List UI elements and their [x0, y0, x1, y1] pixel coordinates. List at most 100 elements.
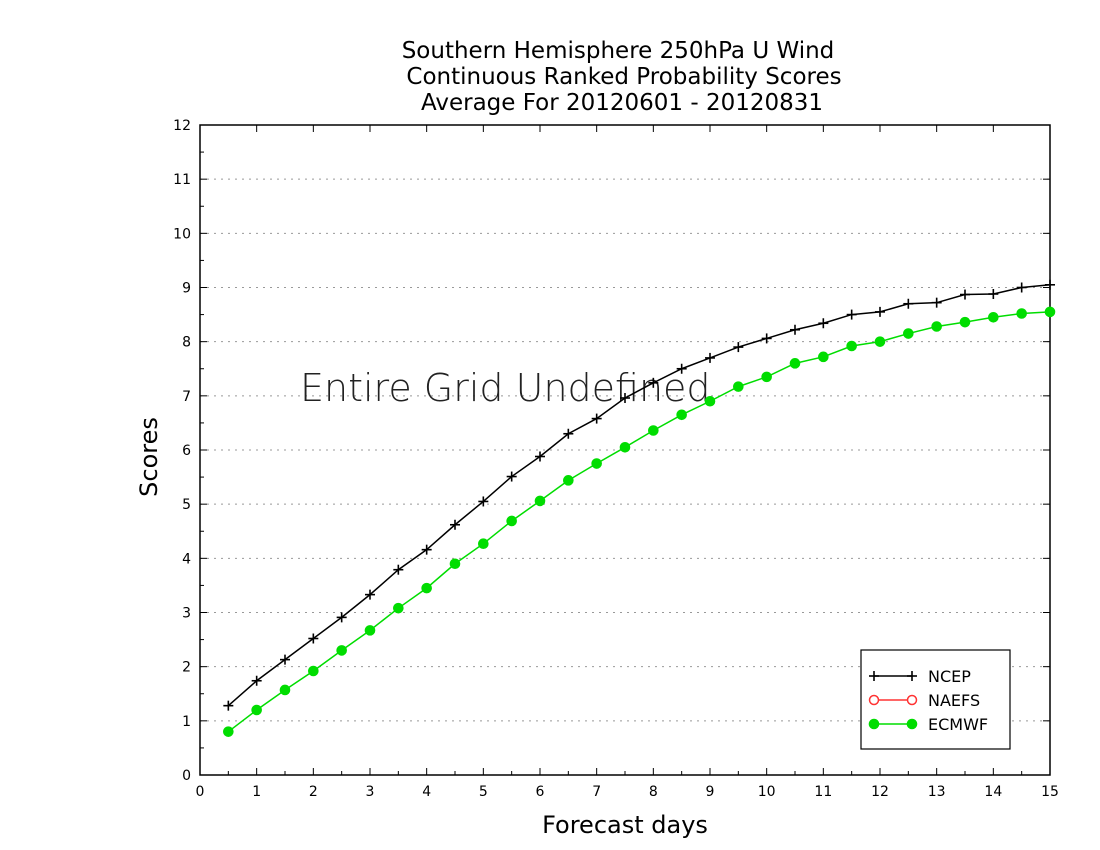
- x-tick-label: 0: [196, 784, 205, 800]
- data-point-ecmwf: [619, 441, 631, 453]
- x-tick-label: 12: [871, 784, 889, 800]
- data-point-ncep: [846, 309, 857, 320]
- data-point-ecmwf: [846, 340, 857, 352]
- data-point-ncep: [960, 289, 970, 300]
- legend-entry-ncep: NCEP: [869, 667, 971, 686]
- data-point-ecmwf: [648, 425, 659, 436]
- x-tick-label: 9: [706, 784, 715, 800]
- x-tick-label: 14: [984, 784, 1002, 800]
- data-point-ecmwf: [818, 351, 829, 363]
- y-tick-label: 10: [173, 226, 191, 242]
- data-point-ncep: [308, 633, 319, 644]
- legend-label: ECMWF: [928, 715, 988, 734]
- y-tick-label: 2: [182, 660, 191, 676]
- legend-entries: NCEP NAEFS ECMWF: [868, 667, 988, 734]
- chart-title-line-1: Southern Hemisphere 250hPa U Wind: [402, 38, 835, 64]
- legend-entry-ecmwf: ECMWF: [868, 715, 988, 734]
- data-point-ecmwf: [733, 381, 744, 392]
- x-tick-label: 13: [928, 784, 946, 800]
- data-point-ncep: [761, 333, 772, 344]
- y-tick-label: 6: [182, 443, 191, 459]
- legend-marker: [869, 671, 879, 681]
- data-point-ncep: [790, 324, 800, 335]
- undefined-grid-annotation: Entire Grid Undefined: [300, 366, 711, 410]
- legend-entry-naefs: NAEFS: [868, 691, 980, 710]
- series-layer: [223, 279, 1056, 737]
- data-point-ecmwf: [959, 316, 971, 328]
- legend-label: NCEP: [928, 667, 971, 686]
- data-point-ecmwf: [478, 538, 489, 550]
- series-ncep: [223, 279, 1055, 711]
- chart-title-line-2: Continuous Ranked Probability Scores: [406, 64, 841, 90]
- legend: NCEP NAEFS ECMWF: [860, 649, 1011, 750]
- y-tick-label: 12: [173, 118, 191, 134]
- chart-title-line-3: Average For 20120601 - 20120831: [421, 90, 823, 116]
- data-point-ecmwf: [789, 358, 801, 369]
- data-point-ecmwf: [336, 645, 347, 656]
- y-tick-label: 4: [182, 551, 191, 567]
- x-tick-label: 15: [1041, 784, 1059, 800]
- data-point-ecmwf: [223, 726, 234, 737]
- data-point-ncep: [478, 496, 489, 507]
- data-point-ncep: [450, 519, 460, 530]
- y-tick-label: 11: [173, 172, 191, 188]
- x-tick-label: 2: [309, 784, 318, 800]
- data-point-ecmwf: [449, 558, 461, 570]
- y-tick-label: 8: [182, 335, 191, 351]
- data-point-ncep: [1045, 279, 1055, 290]
- x-axis-label: Forecast days: [542, 811, 708, 839]
- x-tick-label: 7: [592, 784, 601, 800]
- data-point-ecmwf: [563, 475, 574, 486]
- legend-label: NAEFS: [928, 691, 980, 710]
- data-point-ecmwf: [1044, 306, 1056, 318]
- data-point-ncep: [931, 297, 942, 308]
- x-tick-label: 5: [479, 784, 488, 800]
- y-tick-label: 5: [182, 497, 191, 513]
- data-point-ncep: [223, 700, 234, 711]
- legend-marker: [907, 671, 917, 681]
- x-tick-label: 4: [422, 784, 431, 800]
- y-tick-label: 3: [182, 606, 191, 622]
- x-tick-label: 10: [758, 784, 776, 800]
- data-point-ncep: [280, 654, 290, 665]
- data-point-ecmwf: [903, 328, 914, 339]
- y-tick-label: 9: [182, 281, 191, 297]
- x-tick-label: 1: [252, 784, 261, 800]
- data-point-ecmwf: [251, 704, 262, 716]
- data-point-ncep: [676, 363, 687, 374]
- data-point-ecmwf: [364, 625, 376, 636]
- data-point-ecmwf: [931, 321, 942, 332]
- data-point-ncep: [535, 451, 545, 462]
- data-point-ecmwf: [393, 602, 404, 614]
- y-tick-label: 7: [182, 389, 191, 405]
- data-point-ecmwf: [676, 409, 687, 421]
- x-tick-label: 8: [649, 784, 658, 800]
- data-point-ecmwf: [534, 495, 546, 507]
- data-point-ncep: [733, 342, 744, 353]
- y-tick-label: 0: [182, 768, 191, 784]
- data-point-ncep: [563, 428, 574, 439]
- y-axis-label: Scores: [135, 417, 163, 497]
- x-tick-label: 6: [536, 784, 545, 800]
- data-point-ncep: [365, 589, 375, 600]
- data-point-ncep: [705, 352, 715, 363]
- data-point-ecmwf: [1016, 308, 1027, 319]
- data-point-ncep: [1016, 282, 1027, 293]
- series-ecmwf: [223, 306, 1056, 737]
- data-point-ncep: [648, 377, 659, 388]
- data-point-ncep: [903, 298, 914, 309]
- data-point-ncep: [336, 612, 347, 623]
- data-point-ecmwf: [761, 371, 772, 383]
- x-tick-label: 11: [814, 784, 832, 800]
- data-point-ecmwf: [308, 665, 319, 677]
- data-point-ncep: [620, 393, 630, 403]
- legend-marker: [906, 718, 918, 730]
- legend-marker: [906, 694, 918, 706]
- data-point-ncep: [421, 544, 432, 555]
- legend-marker: [868, 694, 880, 706]
- data-point-ncep: [393, 564, 404, 575]
- data-point-ncep: [875, 306, 885, 317]
- data-point-ncep: [506, 471, 517, 482]
- data-point-ecmwf: [506, 515, 517, 527]
